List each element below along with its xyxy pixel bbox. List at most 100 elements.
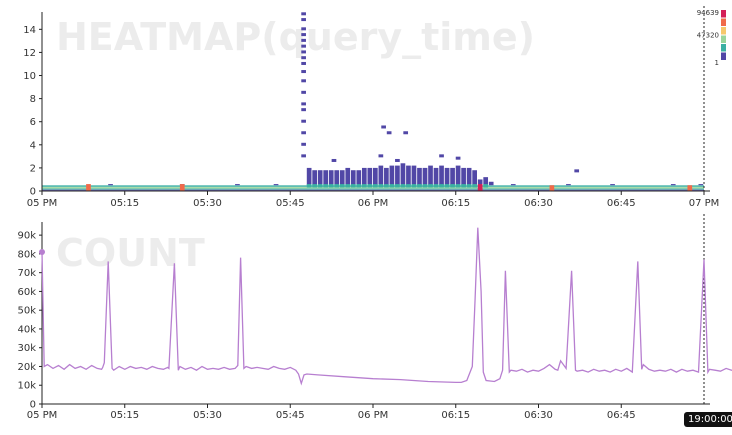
heatmap-x-tick-label: 05 PM <box>27 198 58 209</box>
heatmap-cell <box>328 170 334 186</box>
heatmap-cell <box>417 167 422 186</box>
heatmap-x-tick-label: 06:30 <box>524 198 553 209</box>
count-y-tick-label: 40k <box>17 324 36 335</box>
heatmap-legend-swatch <box>721 27 726 35</box>
heatmap-cell <box>312 184 318 188</box>
heatmap-baseline-band <box>42 188 704 190</box>
heatmap-cell <box>356 170 362 186</box>
heatmap-cell <box>444 167 450 186</box>
heatmap-cell <box>428 165 433 186</box>
heatmap-cell <box>108 184 113 186</box>
heatmap-y-tick-label: 10 <box>23 71 36 82</box>
heatmap-cell <box>306 184 312 188</box>
heatmap-outlier-cell <box>381 125 386 129</box>
heatmap-cell <box>378 165 384 186</box>
heatmap-y-tick-label: 12 <box>23 48 36 59</box>
heatmap-cell <box>687 185 693 191</box>
heatmap-y-tick-label: 2 <box>30 163 36 174</box>
heatmap-x-tick-label: 06 PM <box>358 198 389 209</box>
heatmap-cell <box>384 167 389 186</box>
heatmap-cell <box>472 170 477 186</box>
heatmap-cell <box>339 170 345 186</box>
heatmap-legend-swatch <box>721 18 726 26</box>
heatmap-cell <box>411 165 417 186</box>
heatmap-cell <box>323 184 329 188</box>
count-y-tick-label: 60k <box>17 287 36 298</box>
heatmap-cell <box>312 170 318 186</box>
heatmap-cell <box>317 170 323 186</box>
heatmap-cell <box>395 184 400 188</box>
heatmap-y-tick-label: 0 <box>30 187 36 198</box>
heatmap-cell <box>417 184 422 188</box>
count-x-tick-label: 06:15 <box>441 410 470 421</box>
heatmap-cell <box>384 184 389 188</box>
heatmap-cell <box>477 184 483 191</box>
heatmap-outlier-cell <box>455 156 461 160</box>
heatmap-cell <box>345 184 351 188</box>
heatmap-legend-max: 94639 <box>697 9 719 17</box>
heatmap-baseline-band <box>42 186 704 189</box>
heatmap-cell <box>488 181 494 186</box>
time-cursor-badge: 19:00:00 <box>684 412 732 427</box>
count-y-tick-label: 20k <box>17 362 36 373</box>
heatmap-cell <box>395 165 400 186</box>
heatmap-cell <box>670 184 676 186</box>
count-x-tick-label: 06:30 <box>524 410 553 421</box>
heatmap-outlier-cell <box>439 154 444 158</box>
heatmap-x-tick-label: 06:15 <box>441 198 470 209</box>
heatmap-cell <box>455 184 461 188</box>
heatmap-cell <box>406 184 411 188</box>
heatmap-cell <box>273 184 279 186</box>
count-y-tick-label: 10k <box>17 381 36 392</box>
heatmap-cell <box>345 167 351 186</box>
heatmap-cell <box>301 18 306 22</box>
heatmap-cell <box>389 184 395 188</box>
heatmap-cell <box>422 167 428 186</box>
heatmap-cell <box>301 119 306 123</box>
heatmap-cell <box>406 165 411 186</box>
heatmap-cell <box>301 108 306 112</box>
heatmap-cell <box>301 154 306 158</box>
heatmap-cell <box>301 50 306 54</box>
heatmap-cell <box>411 184 417 188</box>
heatmap-cell <box>461 184 466 188</box>
heatmap-cell <box>450 167 455 186</box>
count-start-point <box>39 249 45 256</box>
heatmap-cell <box>179 184 185 191</box>
heatmap-cell <box>323 170 329 186</box>
heatmap-cell <box>350 170 356 186</box>
count-title: COUNT <box>56 231 205 275</box>
heatmap-cell <box>317 184 323 188</box>
heatmap-cell <box>400 184 406 188</box>
heatmap-title: HEATMAP(query_time) <box>56 15 535 59</box>
heatmap-cell <box>455 165 461 186</box>
heatmap-outlier-cell <box>403 131 409 135</box>
heatmap-cell <box>373 184 378 188</box>
heatmap-legend-swatch <box>721 44 726 52</box>
count-x-tick-label: 05 PM <box>27 410 58 421</box>
count-x-tick-label: 05:45 <box>276 410 305 421</box>
heatmap-cell <box>400 163 406 186</box>
heatmap-outlier-cell <box>331 158 337 162</box>
heatmap-outlier-cell <box>395 158 400 162</box>
heatmap-cell <box>698 184 704 186</box>
count-y-tick-label: 30k <box>17 343 36 354</box>
heatmap-cell <box>378 184 384 188</box>
heatmap-cell <box>422 184 428 188</box>
heatmap-cell <box>301 44 306 48</box>
count-x-tick-label: 05:30 <box>193 410 222 421</box>
heatmap-legend-swatch <box>721 10 726 18</box>
heatmap-legend: 94639 47320 1 <box>697 9 726 67</box>
heatmap-cell <box>328 184 334 188</box>
heatmap-cell <box>301 70 306 74</box>
count-y-tick-label: 50k <box>17 306 36 317</box>
heatmap-cell <box>373 167 378 186</box>
heatmap-cell <box>301 38 306 42</box>
heatmap-cell <box>566 184 571 186</box>
heatmap-cell <box>301 61 306 65</box>
heatmap-cell <box>444 184 450 188</box>
heatmap-legend-swatch <box>721 52 726 60</box>
heatmap-cell <box>301 56 306 60</box>
heatmap-cell <box>367 184 373 188</box>
